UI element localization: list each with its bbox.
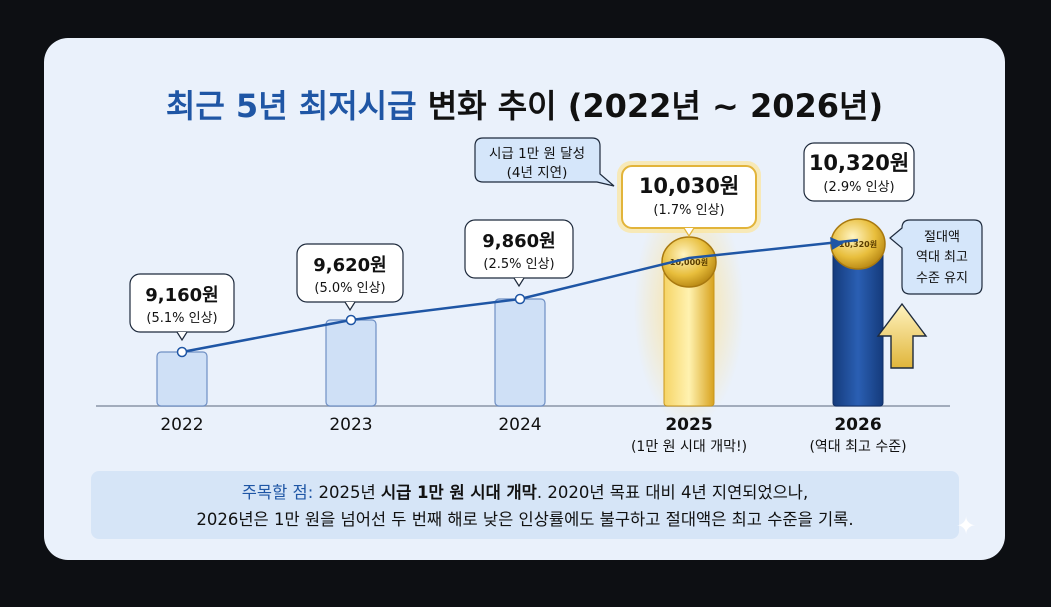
category-sublabel-2026: (역대 최고 수준) [809,439,906,455]
value-label-2025: 10,030원 [639,174,739,198]
trend-arrowhead [830,237,844,250]
record-bubble [889,219,983,295]
record-line-3: 수준 유지 [916,271,968,286]
note-text-2: . 2020년 목표 대비 4년 지연되었으나, [536,483,809,502]
coin-label-2025: 10,000원 [670,257,708,267]
milestone-line-2: (4년 지연) [507,165,568,181]
category-sublabel-2025: (1만 원 시대 개막!) [631,439,747,455]
up-arrow-icon [876,302,928,369]
category-label-2022: 2022 [160,415,203,435]
change-label-2025: (1.7% 인상) [653,203,724,218]
milestone-annotation: 시급 1만 원 달성 (4년 지연) [474,137,615,187]
change-label-2022: (5.1% 인상) [146,311,217,326]
record-line-2: 역대 최고 [916,250,968,265]
milestone-bubble [474,137,615,187]
value-label-2024: 9,860원 [482,231,556,252]
value-callout-2023: 9,620원 (5.0% 인상) [296,243,404,312]
note-line-2: 2026년은 1만 원을 넘어선 두 번째 해로 낮은 인상률에도 불구하고 절… [196,510,854,529]
callout-pointer-2022 [176,331,188,342]
chart-title-highlight: 최근 5년 최저시급 [165,87,417,125]
callout-pointer-2023 [344,301,356,312]
bar-chart: 10,000원 10,320원 9,160원 (5.1% 인상) 9,620원 (5.0… [96,137,983,455]
change-label-2023: (5.0% 인상) [314,281,385,296]
change-label-2024: (2.5% 인상) [483,257,554,272]
chart-title: 최근 5년 최저시급 변화 추이 (2022년 ~ 2026년) [44,81,1005,127]
bar-2023 [325,319,377,407]
trend-point-2023 [345,314,357,326]
value-callout-2026: 10,320원 (2.9% 인상) [803,142,915,202]
value-label-2026: 10,320원 [809,151,909,175]
category-label-2025: 2025 [665,415,712,435]
bar-2024 [494,298,546,407]
highlight-note: 주목할 점: 2025년 시급 1만 원 시대 개막. 2020년 목표 대비 … [91,471,959,539]
category-label-2024: 2024 [498,415,541,435]
value-label-2022: 9,160원 [145,285,219,306]
value-label-2023: 9,620원 [313,255,387,276]
value-callout-2022: 9,160원 (5.1% 인상) [129,273,235,342]
category-label-2026: 2026 [834,415,881,435]
sparkle-icon: ✦ [956,512,977,540]
value-callout-2024: 9,860원 (2.5% 인상) [464,219,574,288]
coin-label-2026: 10,320원 [839,239,877,249]
change-label-2026: (2.9% 인상) [823,180,894,195]
chart-card: 최근 5년 최저시급 변화 추이 (2022년 ~ 2026년) [44,38,1005,560]
note-label: 주목할 점: [241,483,314,502]
trend-point-2022 [176,346,188,358]
category-label-2023: 2023 [329,415,372,435]
milestone-line-1: 시급 1만 원 달성 [489,146,585,162]
note-text-1: 2025년 [313,483,381,502]
chart-title-rest: 변화 추이 (2022년 ~ 2026년) [427,87,884,125]
note-line-1: 주목할 점: 2025년 시급 1만 원 시대 개막. 2020년 목표 대비 … [91,479,959,506]
callout-pointer-2024 [513,277,525,288]
note-bold-text: 시급 1만 원 시대 개막 [380,483,537,502]
callout-box-2026 [803,142,915,202]
record-line-1: 절대액 [924,230,960,245]
value-callout-2025: 10,030원 (1.7% 인상) [617,161,761,238]
trend-point-2024 [514,293,526,305]
bar-2022 [156,351,208,407]
callout-pointer-2025 [683,227,695,238]
